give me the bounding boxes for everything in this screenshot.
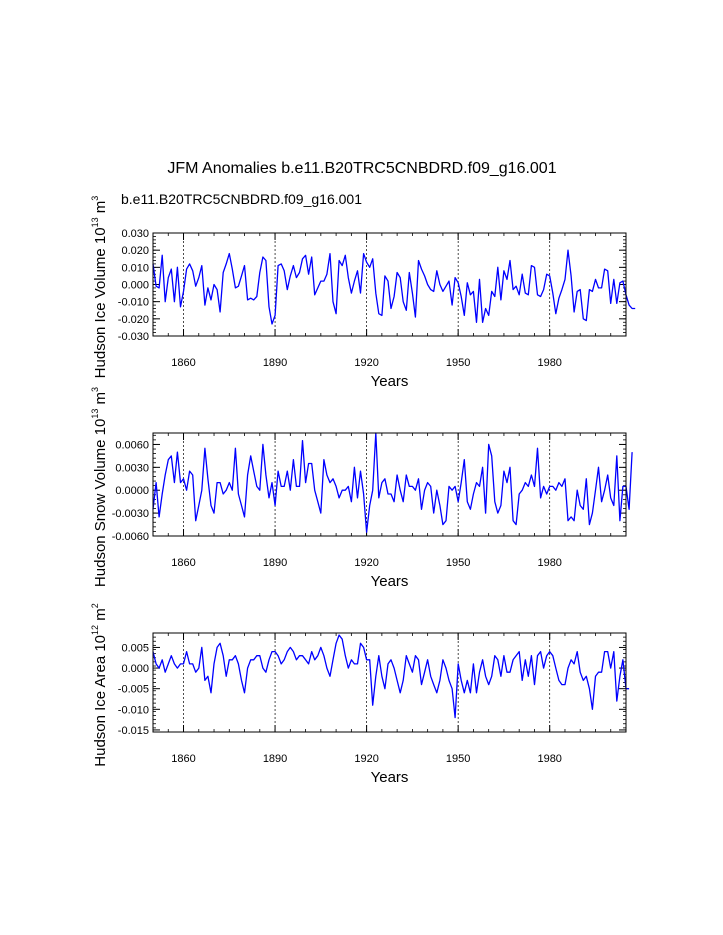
y-tick-label: -0.015 — [118, 725, 149, 737]
y-units-base: 10 — [92, 635, 109, 652]
y-units-unit: m — [92, 392, 109, 409]
y-units-base: 10 — [92, 227, 109, 244]
x-tick-label: 1980 — [537, 557, 561, 569]
x-tick-label: 1920 — [354, 557, 378, 569]
y-units-exponent: 12 — [90, 625, 100, 635]
series-line-ice-area — [152, 634, 630, 719]
y-axis-label: Hudson Ice Volume 1013 m3 — [90, 196, 109, 379]
y-tick-label: -0.005 — [118, 684, 149, 696]
x-tick-label: 1890 — [263, 357, 287, 369]
x-tick-label: 1890 — [263, 557, 287, 569]
y-tick-label: -0.0060 — [112, 531, 149, 543]
y-units-unit-exponent: 3 — [90, 196, 100, 201]
y-axis-label: Hudson Ice Area 1012 m2 — [90, 603, 109, 766]
x-tick-label: 1950 — [446, 357, 470, 369]
chart-panel-ice-area: 1860 1890 1920 1950 1980 -0.015 -0.010 -0.005 0.… — [90, 603, 630, 786]
y-tick-label: 0.020 — [121, 245, 149, 257]
y-tick-label: 0.0000 — [115, 485, 149, 497]
chart-panel-snow-volume: 1860 1890 1920 1950 1980 -0.0060 -0.0030 0.0000… — [90, 387, 633, 590]
y-tick-label: -0.030 — [118, 331, 149, 343]
y-tick-label: 0.000 — [121, 280, 149, 292]
y-units-unit: m — [92, 608, 109, 625]
x-tick-label: 1980 — [537, 357, 561, 369]
x-tick-label: 1920 — [354, 753, 378, 765]
x-tick-label: 1860 — [171, 557, 195, 569]
y-tick-label: 0.010 — [121, 262, 149, 274]
x-tick-label: 1860 — [171, 357, 195, 369]
x-tick-label: 1980 — [537, 753, 561, 765]
y-tick-label: 0.0030 — [115, 462, 149, 474]
x-tick-label: 1920 — [354, 357, 378, 369]
x-tick-label: 1890 — [263, 753, 287, 765]
y-tick-label: -0.010 — [118, 297, 149, 309]
x-tick-label: 1950 — [446, 557, 470, 569]
plot-frame — [152, 432, 627, 537]
y-tick-label: 0.030 — [121, 228, 149, 240]
figure-title: JFM Anomalies b.e11.B20TRC5CNBDRD.f09_g1… — [167, 160, 556, 177]
y-units-unit-exponent: 3 — [90, 387, 100, 392]
y-tick-label: -0.010 — [118, 704, 149, 716]
x-axis-label: Years — [371, 573, 409, 590]
case-label: b.e11.B20TRC5CNBDRD.f09_g16.001 — [121, 191, 362, 207]
plot-frame — [152, 232, 627, 337]
x-axis-label: Years — [371, 373, 409, 390]
chart-panel-ice-volume: 1860 1890 1920 1950 1980 -0.030 -0.020 -0.010 0.… — [90, 196, 636, 390]
y-units-exponent: 13 — [90, 409, 100, 419]
y-label-text: Hudson Ice Area — [92, 652, 109, 767]
y-tick-label: 0.000 — [121, 663, 149, 675]
x-tick-label: 1860 — [171, 753, 195, 765]
y-units-unit: m — [92, 201, 109, 218]
y-tick-label: 0.0060 — [115, 439, 149, 451]
y-units-unit-exponent: 2 — [90, 603, 100, 608]
chart-panels: 1860 1890 1920 1950 1980 -0.030 -0.020 -0.010 0.… — [90, 196, 636, 786]
y-axis-label: Hudson Snow Volume 1013 m3 — [90, 387, 109, 587]
y-label-text: Hudson Snow Volume — [92, 435, 109, 587]
y-tick-label: 0.005 — [121, 642, 149, 654]
y-tick-label: -0.0030 — [112, 508, 149, 520]
series-line-ice-volume — [152, 249, 636, 325]
y-tick-label: -0.020 — [118, 314, 149, 326]
x-axis-label: Years — [371, 769, 409, 786]
y-units-base: 10 — [92, 419, 109, 436]
series-line-snow-volume — [152, 432, 633, 533]
y-label-text: Hudson Ice Volume — [92, 244, 109, 378]
x-tick-label: 1950 — [446, 753, 470, 765]
plot-frame — [152, 632, 627, 733]
y-units-exponent: 13 — [90, 217, 100, 227]
